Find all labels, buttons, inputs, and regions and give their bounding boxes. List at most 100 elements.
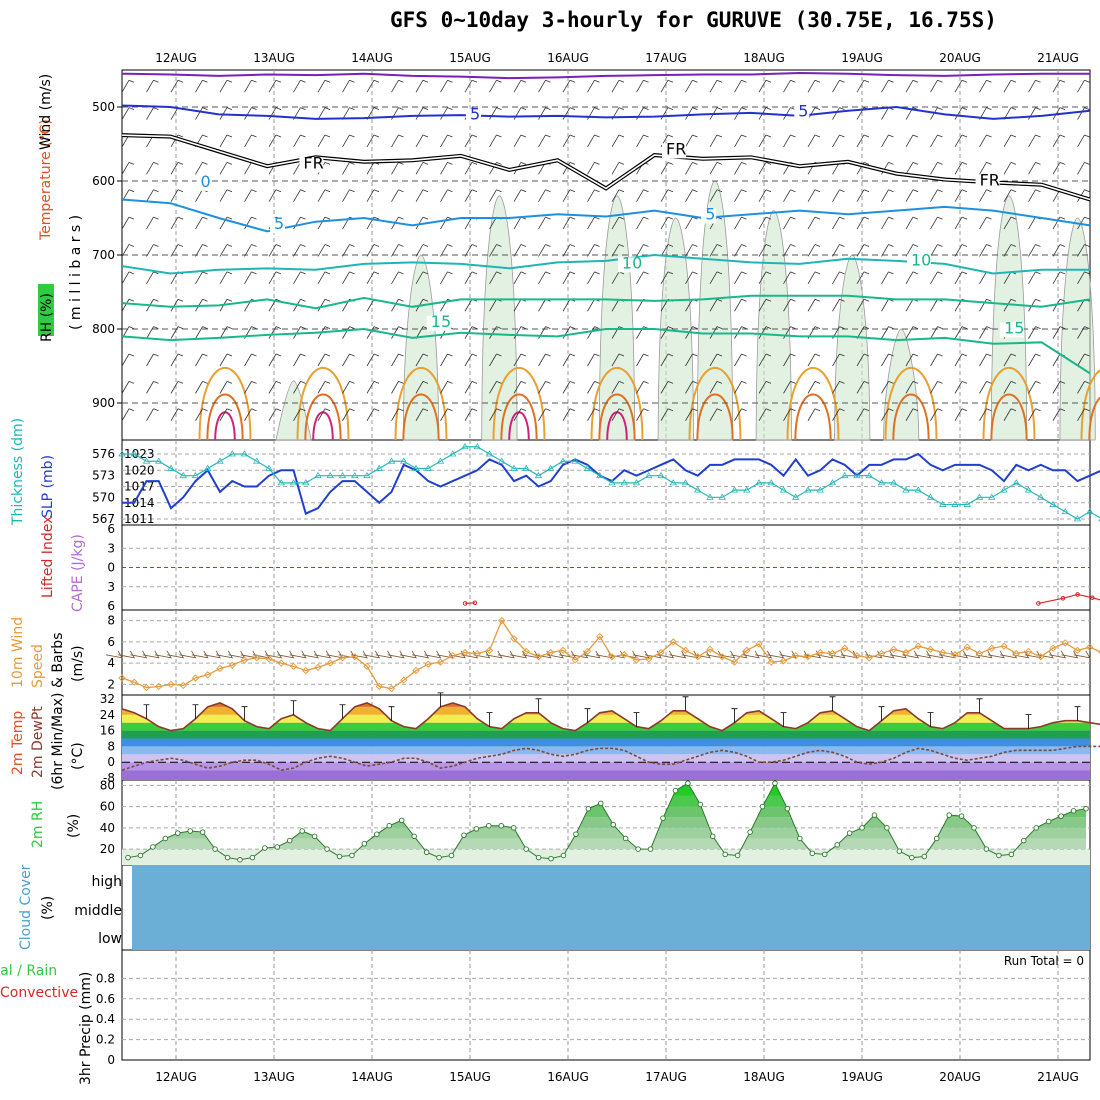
y-tick-label: 1011 bbox=[124, 512, 155, 526]
thickness-point bbox=[534, 471, 543, 479]
rh-point bbox=[349, 852, 355, 859]
x-tick-label: 17AUG bbox=[645, 51, 687, 65]
wind-barb bbox=[587, 408, 600, 421]
rh-point bbox=[137, 852, 144, 859]
wind-barb bbox=[783, 298, 796, 312]
wind-speed-point bbox=[767, 658, 775, 666]
wind-barb bbox=[856, 298, 870, 312]
wind-barb bbox=[538, 134, 551, 148]
wind-barb bbox=[669, 650, 687, 659]
rh-point bbox=[498, 822, 504, 829]
wind-barb bbox=[562, 271, 576, 285]
wind-speed-point bbox=[485, 646, 494, 655]
wind-barb bbox=[464, 298, 478, 312]
wind-barb bbox=[954, 271, 968, 285]
thickness-point bbox=[718, 493, 726, 500]
x-tick-label: 15AUG bbox=[449, 1070, 491, 1084]
wind-barb bbox=[954, 134, 968, 148]
axis-label-wind: Wind (m/s) bbox=[38, 74, 54, 150]
rh-point bbox=[896, 848, 903, 854]
y-tick-label: 576 bbox=[92, 447, 115, 461]
wind-barb bbox=[718, 650, 736, 659]
temperature-band bbox=[122, 695, 1090, 699]
wind-speed-point bbox=[559, 646, 567, 655]
wind-barb bbox=[440, 189, 453, 202]
wind-speed-point bbox=[1000, 642, 1008, 650]
rh-point bbox=[635, 846, 641, 852]
wind-barb bbox=[636, 353, 649, 367]
wind-barb bbox=[930, 134, 943, 148]
wind-speed-point bbox=[130, 678, 138, 686]
wind-barb bbox=[489, 408, 502, 421]
wind-barb bbox=[342, 161, 355, 175]
temperature-band bbox=[122, 770, 1090, 780]
wind-barb bbox=[930, 244, 943, 257]
wind-speed-point bbox=[1012, 649, 1020, 658]
wind-speed-point bbox=[314, 663, 322, 672]
temperature-contour bbox=[982, 366, 1036, 441]
wind-barb bbox=[832, 271, 845, 285]
wind-barb bbox=[538, 381, 551, 394]
wind-speed-point bbox=[657, 648, 665, 657]
wind-barb bbox=[289, 650, 307, 659]
temperature-contour bbox=[492, 366, 546, 441]
rh-point bbox=[710, 833, 716, 840]
axis-label-cape: CAPE (J/kg) bbox=[70, 534, 86, 612]
wind-barb bbox=[366, 189, 380, 202]
wind-barb bbox=[881, 244, 894, 257]
thickness-point bbox=[841, 471, 849, 479]
wind-speed-point bbox=[179, 681, 187, 690]
wind-barb bbox=[146, 79, 159, 93]
temperature-contour bbox=[786, 366, 840, 441]
wind-barb bbox=[1052, 271, 1066, 285]
wind-barb bbox=[415, 353, 429, 367]
wind-barb bbox=[783, 326, 796, 339]
wind-barb bbox=[636, 244, 649, 257]
wind-barb bbox=[1052, 161, 1066, 175]
temperature-band bbox=[122, 722, 1090, 731]
y-tick-label: 0.4 bbox=[96, 1012, 115, 1026]
thickness-point bbox=[1037, 493, 1045, 500]
thickness-point bbox=[547, 464, 555, 471]
thickness-point bbox=[681, 479, 690, 486]
wind-barb bbox=[342, 326, 355, 339]
wind-barb bbox=[758, 381, 772, 394]
thickness-point bbox=[890, 479, 898, 486]
wind-barb bbox=[219, 134, 233, 148]
rh-point bbox=[336, 853, 343, 860]
temperature-band bbox=[122, 762, 1090, 771]
wind-barb bbox=[734, 134, 747, 148]
thickness-point bbox=[130, 450, 138, 457]
wind-barb bbox=[317, 189, 331, 202]
wind-barb bbox=[464, 161, 478, 175]
wind-barb bbox=[930, 298, 943, 312]
wind-speed-point bbox=[400, 676, 408, 684]
wind-speed-point bbox=[412, 666, 420, 675]
wind-barb bbox=[464, 79, 478, 93]
min-max-bar bbox=[927, 712, 934, 727]
y-tick-label: 4 bbox=[107, 656, 115, 670]
wind-speed-point bbox=[142, 683, 151, 692]
wind-barb bbox=[1003, 353, 1017, 367]
wind-barb bbox=[415, 244, 429, 257]
wind-speed-point bbox=[118, 674, 126, 682]
wind-barb bbox=[1077, 244, 1090, 257]
wind-barb bbox=[905, 216, 919, 230]
wind-barb bbox=[121, 216, 135, 230]
wind-barb bbox=[538, 79, 551, 93]
wind-barb bbox=[954, 107, 968, 120]
wind-barb bbox=[440, 161, 453, 175]
axis-label-precip: 3hr Precip (mm) bbox=[78, 972, 94, 1085]
x-tick-label: 15AUG bbox=[449, 51, 491, 65]
wind-barb bbox=[293, 381, 306, 394]
thickness-point bbox=[253, 457, 261, 464]
wind-speed-point bbox=[926, 645, 935, 653]
wind-barb bbox=[436, 650, 454, 659]
wind-barb bbox=[987, 650, 1005, 659]
wind-barb bbox=[881, 79, 894, 93]
wind-barb bbox=[121, 161, 135, 175]
wind-barb bbox=[464, 381, 478, 394]
wind-barb bbox=[244, 79, 257, 93]
wind-barb bbox=[758, 79, 772, 93]
